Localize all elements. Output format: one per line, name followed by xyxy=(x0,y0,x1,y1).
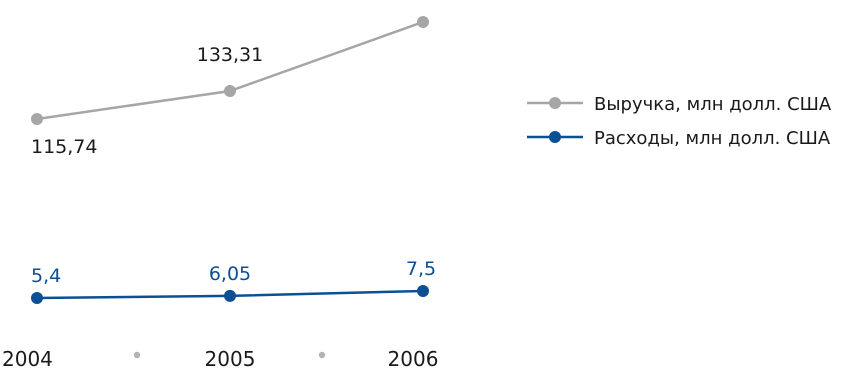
legend-label: Выручка, млн долл. США xyxy=(594,94,832,115)
data-point xyxy=(224,84,236,97)
series-line xyxy=(36,20,424,121)
data-point xyxy=(417,16,429,28)
separator-dot xyxy=(318,351,326,359)
separator-dot xyxy=(133,351,141,359)
legend: Выручка, млн долл. США Расходы, млн долл.… xyxy=(527,94,832,149)
legend-item: Выручка, млн долл. США xyxy=(527,94,832,115)
legend-swatch-marker xyxy=(549,97,561,109)
data-point xyxy=(224,289,236,302)
x-axis: 2004 2005 2006 xyxy=(2,347,438,369)
x-tick-label: 2006 xyxy=(388,347,439,369)
series-1: 5,4 6,05 7,5 xyxy=(31,258,436,304)
legend-item: Расходы, млн долл. США xyxy=(527,128,831,149)
x-tick-label: 2005 xyxy=(205,347,256,369)
data-point xyxy=(31,292,43,304)
data-point xyxy=(31,113,43,125)
x-tick-label: 2004 xyxy=(2,347,53,369)
data-label: 5,4 xyxy=(31,265,61,287)
data-label: 133,31 xyxy=(197,44,263,66)
legend-swatch-marker xyxy=(549,131,561,143)
legend-label: Расходы, млн долл. США xyxy=(594,128,831,149)
data-label: 115,74 xyxy=(31,136,97,158)
data-point xyxy=(417,285,429,297)
data-label: 6,05 xyxy=(209,263,251,285)
data-label: 7,5 xyxy=(406,258,436,280)
